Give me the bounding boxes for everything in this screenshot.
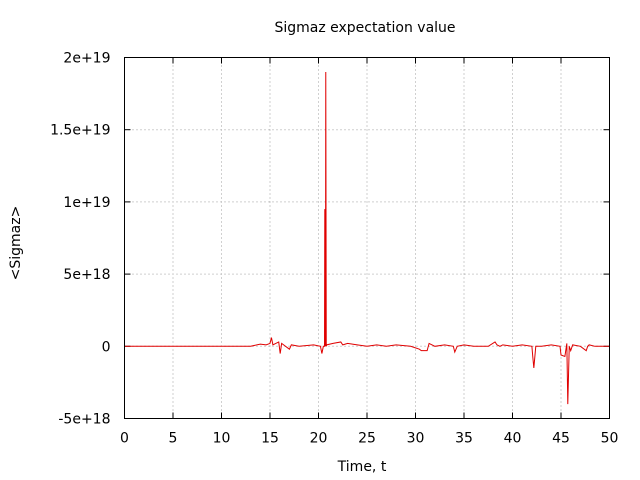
x-tick-label: 20 bbox=[310, 431, 328, 447]
x-tick-label: 30 bbox=[407, 431, 425, 447]
tick-labels: 0 5 10 15 20 25 30 35 40 45 50 -5e+18 0 5e+18 1e+19 1.5… bbox=[50, 51, 618, 447]
x-tick-label: 10 bbox=[213, 431, 231, 447]
x-tick-label: 50 bbox=[601, 431, 619, 447]
y-tick-label: 1e+19 bbox=[63, 195, 110, 211]
x-tick-label: 35 bbox=[455, 431, 473, 447]
series-layer bbox=[124, 71, 610, 405]
x-tick-label: 40 bbox=[504, 431, 522, 447]
y-tick-label: 2e+19 bbox=[63, 51, 110, 67]
y-axis-label: <Sigmaz> bbox=[8, 206, 24, 281]
plot-frame bbox=[124, 57, 610, 419]
x-tick-label: 5 bbox=[169, 431, 178, 447]
x-tick-label: 15 bbox=[261, 431, 279, 447]
chart-title: Sigmaz expectation value bbox=[274, 20, 455, 36]
x-tick-label: 45 bbox=[552, 431, 570, 447]
grid bbox=[124, 57, 610, 419]
y-tick-label: 1.5e+19 bbox=[50, 123, 110, 139]
y-tick-label: -5e+18 bbox=[58, 412, 110, 428]
series-line bbox=[124, 71, 610, 405]
y-tick-label: 0 bbox=[102, 339, 111, 355]
x-tick-label: 25 bbox=[358, 431, 376, 447]
y-tick-label: 5e+18 bbox=[63, 267, 110, 283]
x-axis-label: Time, t bbox=[337, 459, 387, 475]
x-tick-label: 0 bbox=[120, 431, 129, 447]
